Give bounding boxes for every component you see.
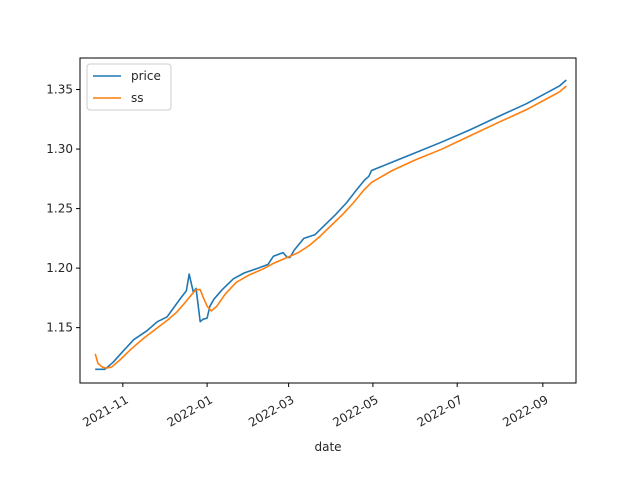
y-tick-label: 1.25	[46, 202, 73, 216]
y-tick-label: 1.15	[46, 321, 73, 335]
y-axis: 1.15 1.20 1.25 1.30 1.35	[46, 83, 80, 335]
legend-label-ss: ss	[131, 91, 144, 105]
series-line-ss	[94, 85, 567, 369]
y-tick-label: 1.30	[46, 142, 73, 156]
legend: price ss	[86, 63, 172, 111]
series-line-price	[95, 79, 567, 371]
plot-frame	[79, 57, 577, 384]
y-tick-label: 1.35	[46, 83, 73, 97]
y-tick-label: 1.20	[46, 261, 73, 275]
legend-label-price: price	[131, 69, 161, 83]
x-axis-title: date	[314, 440, 341, 454]
series-layer	[94, 79, 567, 371]
plot-area	[80, 58, 576, 383]
